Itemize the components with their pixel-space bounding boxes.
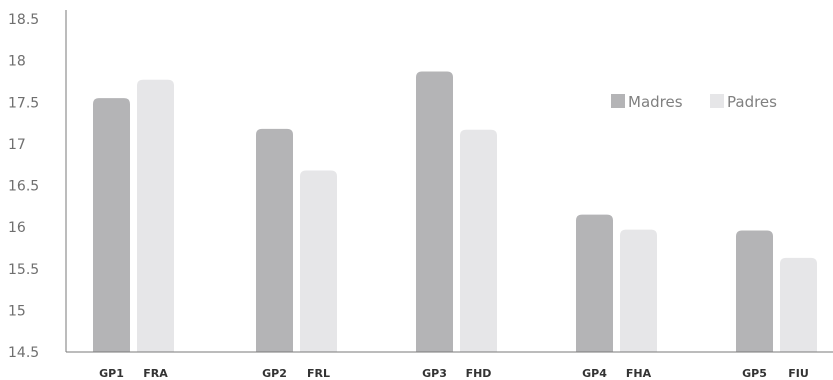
legend-label-padres: Padres [727, 93, 777, 111]
bar-gp5 [736, 230, 773, 352]
y-tick-label: 16.5 [8, 179, 39, 195]
bar-gp3 [416, 71, 453, 352]
y-tick-label: 18 [8, 54, 26, 70]
x-tick-label: FHD [466, 367, 492, 380]
x-tick-label: FRA [143, 367, 168, 380]
x-tick-label: GP3 [422, 367, 447, 380]
bar-fra [137, 79, 174, 353]
y-tick-label: 18.5 [8, 12, 39, 28]
y-axis-ticks: 14.5 15 15.5 16 16.5 17 17.5 18 18.5 [8, 12, 39, 361]
y-tick-label: 14.5 [8, 345, 39, 361]
legend-label-madres: Madres [628, 93, 683, 111]
bar-frl [300, 170, 337, 352]
y-tick-label: 15.5 [8, 262, 39, 278]
x-tick-label: GP5 [742, 367, 767, 380]
legend: Madres Padres [611, 93, 777, 111]
bars [93, 71, 817, 353]
y-tick-label: 15 [8, 303, 26, 319]
x-tick-label: FIU [788, 367, 809, 380]
bar-fiu [780, 257, 817, 352]
x-tick-label: GP1 [99, 367, 124, 380]
bar-gp4 [576, 214, 613, 352]
legend-swatch-madres [611, 94, 625, 108]
y-tick-label: 16 [8, 220, 26, 236]
x-tick-label: FHA [626, 367, 652, 380]
x-tick-label: GP2 [262, 367, 287, 380]
x-tick-label: FRL [307, 367, 330, 380]
y-tick-label: 17.5 [8, 95, 39, 111]
y-tick-label: 17 [8, 137, 26, 153]
legend-swatch-padres [710, 94, 724, 108]
x-axis-labels: GP1 FRA GP2 FRL GP3 FHD GP4 FHA GP5 FIU [99, 367, 809, 380]
x-tick-label: GP4 [582, 367, 607, 380]
bar-fhd [460, 129, 497, 352]
bar-gp2 [256, 128, 293, 352]
bar-gp1 [93, 98, 130, 353]
bar-fha [620, 229, 657, 352]
